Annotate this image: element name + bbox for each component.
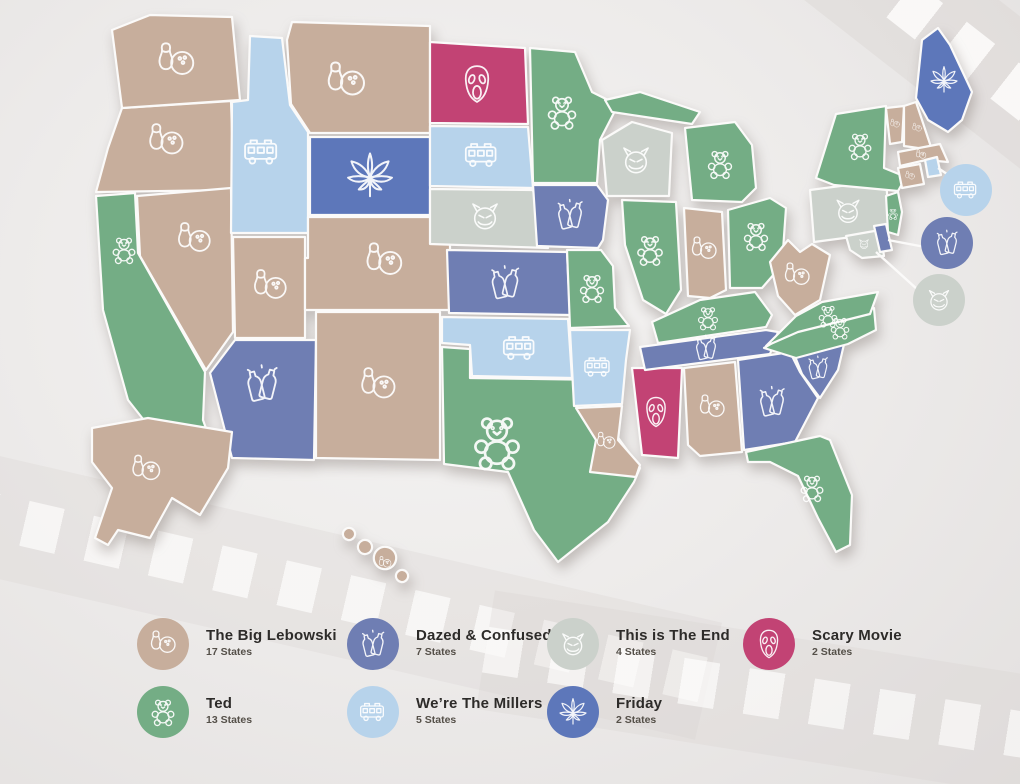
state-CO[interactable] xyxy=(303,215,452,312)
state-NY[interactable] xyxy=(814,104,908,193)
state-VA[interactable] xyxy=(764,290,880,348)
state-MT[interactable] xyxy=(285,20,432,135)
state-KS[interactable] xyxy=(445,248,572,317)
state-UT[interactable] xyxy=(231,235,307,340)
state-LA[interactable] xyxy=(574,404,642,479)
state-NM[interactable] xyxy=(314,310,442,462)
state-VT[interactable] xyxy=(884,104,906,146)
state-IL[interactable] xyxy=(620,198,683,316)
state-WV[interactable] xyxy=(768,238,832,317)
state-NV[interactable] xyxy=(135,186,235,372)
state-OR[interactable] xyxy=(94,99,236,194)
state-RI[interactable] xyxy=(923,155,943,179)
callout-RI[interactable] xyxy=(940,164,992,216)
state-MN[interactable] xyxy=(528,46,620,185)
callout-leader-line xyxy=(887,238,926,249)
state-SD[interactable] xyxy=(428,124,535,190)
state-IN[interactable] xyxy=(682,206,728,300)
callout-leader-line xyxy=(875,251,919,291)
state-FL[interactable] xyxy=(744,434,854,554)
state-AL[interactable] xyxy=(682,360,744,458)
state-AZ[interactable] xyxy=(208,338,318,462)
state-WI[interactable] xyxy=(600,120,674,198)
state-NE[interactable] xyxy=(428,187,550,250)
callout-MD[interactable] xyxy=(913,274,965,326)
state-AK[interactable] xyxy=(90,416,234,547)
state-MI[interactable] xyxy=(603,90,758,204)
callouts-layer xyxy=(875,164,992,326)
state-ND[interactable] xyxy=(428,40,530,126)
states-layer xyxy=(90,13,974,584)
state-CT[interactable] xyxy=(896,162,926,190)
state-WA[interactable] xyxy=(110,13,242,110)
state-KY[interactable] xyxy=(650,290,774,345)
state-HI[interactable] xyxy=(341,526,410,584)
